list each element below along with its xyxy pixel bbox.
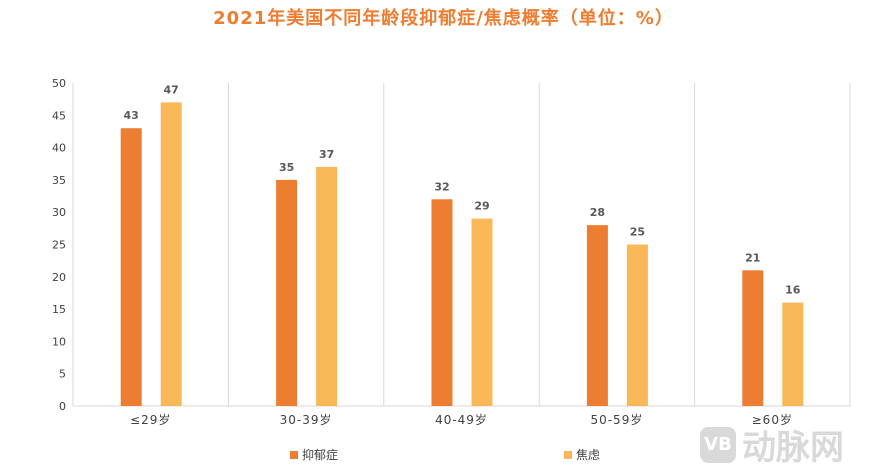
watermark-text: 动脉网	[742, 428, 844, 468]
data-label: 37	[319, 148, 334, 161]
y-tick-label: 15	[52, 303, 66, 316]
data-label: 43	[124, 109, 139, 122]
y-tick-label: 30	[52, 206, 66, 219]
data-label: 16	[785, 284, 801, 297]
bar	[742, 270, 764, 406]
y-tick-label: 5	[59, 368, 66, 381]
bar	[586, 225, 608, 406]
y-tick-label: 50	[52, 77, 66, 90]
data-label: 29	[474, 200, 489, 213]
bar	[120, 128, 142, 406]
y-tick-label: 20	[52, 271, 66, 284]
watermark: VB 动脉网	[700, 420, 844, 469]
bar	[316, 166, 338, 406]
data-label: 47	[164, 83, 179, 96]
x-tick-label: ≤29岁	[130, 412, 171, 427]
y-tick-label: 45	[52, 109, 66, 122]
bar	[276, 179, 298, 406]
y-tick-label: 0	[59, 400, 66, 413]
watermark-logo-icon: VB	[700, 426, 736, 463]
bar	[471, 218, 493, 406]
legend-item-depression: 抑郁症	[290, 446, 338, 463]
y-tick-label: 40	[52, 142, 66, 155]
bar	[160, 102, 182, 406]
data-label: 35	[279, 161, 294, 174]
x-tick-label: 50-59岁	[590, 412, 643, 427]
data-label: 28	[590, 206, 605, 219]
y-tick-label: 10	[52, 335, 66, 348]
y-tick-label: 25	[52, 239, 66, 252]
bar	[626, 244, 648, 406]
legend-label: 抑郁症	[302, 448, 339, 462]
legend-swatch	[564, 450, 572, 459]
x-tick-label: 40-49岁	[435, 412, 488, 427]
data-label: 32	[434, 180, 449, 193]
data-label: 25	[630, 226, 645, 239]
y-tick-label: 35	[52, 174, 66, 187]
x-tick-label: 30-39岁	[280, 412, 333, 427]
legend-label: 焦虑	[576, 448, 601, 462]
x-tick-label: ≥60岁	[752, 412, 793, 427]
bar	[431, 199, 453, 406]
bar	[782, 302, 804, 406]
data-label: 21	[745, 251, 760, 264]
legend-item-anxiety: 焦虑	[564, 446, 600, 463]
chart-title: 2021年美国不同年龄段抑郁症/焦虑概率（单位：%）	[213, 8, 674, 29]
legend-swatch	[290, 450, 298, 459]
